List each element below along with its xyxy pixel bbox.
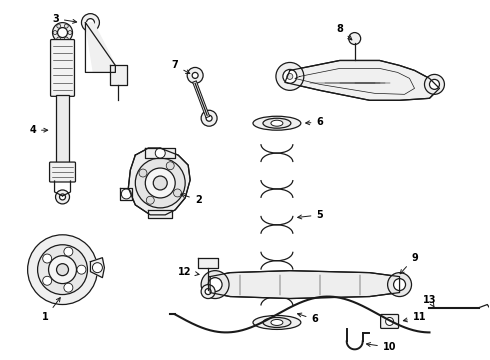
Circle shape bbox=[155, 148, 165, 158]
Ellipse shape bbox=[263, 118, 291, 128]
Circle shape bbox=[201, 271, 229, 298]
Circle shape bbox=[64, 24, 68, 28]
Text: 1: 1 bbox=[42, 298, 60, 323]
Text: 6: 6 bbox=[297, 313, 318, 324]
Circle shape bbox=[393, 279, 406, 291]
Circle shape bbox=[276, 62, 304, 90]
Circle shape bbox=[27, 235, 98, 305]
Polygon shape bbox=[285, 60, 440, 100]
Circle shape bbox=[56, 264, 69, 276]
Ellipse shape bbox=[253, 116, 301, 130]
Polygon shape bbox=[91, 258, 104, 278]
Polygon shape bbox=[110, 66, 127, 85]
Text: 2: 2 bbox=[181, 194, 201, 205]
Circle shape bbox=[201, 285, 215, 298]
Ellipse shape bbox=[271, 319, 283, 325]
FancyBboxPatch shape bbox=[49, 162, 75, 182]
Circle shape bbox=[349, 32, 361, 45]
Text: 4: 4 bbox=[29, 125, 48, 135]
Circle shape bbox=[206, 115, 212, 121]
Polygon shape bbox=[198, 258, 218, 268]
Circle shape bbox=[145, 168, 175, 198]
Circle shape bbox=[388, 273, 412, 297]
Circle shape bbox=[38, 245, 87, 294]
Circle shape bbox=[55, 190, 70, 204]
Circle shape bbox=[135, 158, 185, 208]
Circle shape bbox=[49, 256, 76, 284]
Polygon shape bbox=[128, 148, 190, 215]
Circle shape bbox=[64, 283, 73, 292]
Circle shape bbox=[173, 189, 181, 197]
Circle shape bbox=[166, 162, 174, 170]
Circle shape bbox=[93, 263, 102, 273]
Text: 12: 12 bbox=[178, 267, 199, 276]
Circle shape bbox=[153, 176, 167, 190]
Circle shape bbox=[187, 67, 203, 84]
Circle shape bbox=[386, 318, 393, 325]
Ellipse shape bbox=[271, 120, 283, 126]
Circle shape bbox=[57, 28, 68, 37]
Circle shape bbox=[86, 19, 95, 27]
Circle shape bbox=[139, 169, 147, 177]
Circle shape bbox=[192, 72, 198, 78]
Circle shape bbox=[81, 14, 99, 32]
Polygon shape bbox=[210, 271, 399, 298]
Circle shape bbox=[283, 69, 297, 84]
Polygon shape bbox=[148, 210, 172, 218]
Text: 6: 6 bbox=[306, 117, 323, 127]
Circle shape bbox=[429, 80, 440, 89]
Circle shape bbox=[122, 189, 131, 199]
Text: 7: 7 bbox=[172, 60, 190, 73]
Circle shape bbox=[208, 278, 222, 292]
FancyBboxPatch shape bbox=[50, 40, 74, 96]
Text: 13: 13 bbox=[423, 294, 436, 307]
Circle shape bbox=[77, 265, 86, 274]
Polygon shape bbox=[121, 188, 132, 200]
Polygon shape bbox=[85, 23, 115, 72]
Circle shape bbox=[424, 75, 444, 94]
Polygon shape bbox=[145, 148, 175, 158]
Circle shape bbox=[57, 24, 61, 28]
Ellipse shape bbox=[263, 318, 291, 328]
FancyBboxPatch shape bbox=[381, 315, 398, 328]
Circle shape bbox=[43, 254, 51, 263]
Text: 8: 8 bbox=[336, 24, 352, 40]
Circle shape bbox=[43, 276, 51, 285]
Circle shape bbox=[52, 23, 73, 42]
Text: 11: 11 bbox=[403, 312, 426, 323]
Text: 3: 3 bbox=[52, 14, 76, 24]
Circle shape bbox=[147, 196, 154, 204]
Circle shape bbox=[64, 37, 68, 41]
Text: 10: 10 bbox=[367, 342, 396, 352]
Circle shape bbox=[59, 194, 66, 200]
Circle shape bbox=[57, 37, 61, 41]
Circle shape bbox=[64, 247, 73, 256]
Ellipse shape bbox=[253, 315, 301, 329]
Circle shape bbox=[201, 110, 217, 126]
Text: 9: 9 bbox=[400, 253, 418, 274]
FancyBboxPatch shape bbox=[55, 95, 70, 165]
Circle shape bbox=[53, 31, 57, 35]
Circle shape bbox=[68, 31, 72, 35]
Circle shape bbox=[287, 73, 293, 80]
Text: 5: 5 bbox=[298, 210, 323, 220]
Circle shape bbox=[205, 289, 211, 294]
